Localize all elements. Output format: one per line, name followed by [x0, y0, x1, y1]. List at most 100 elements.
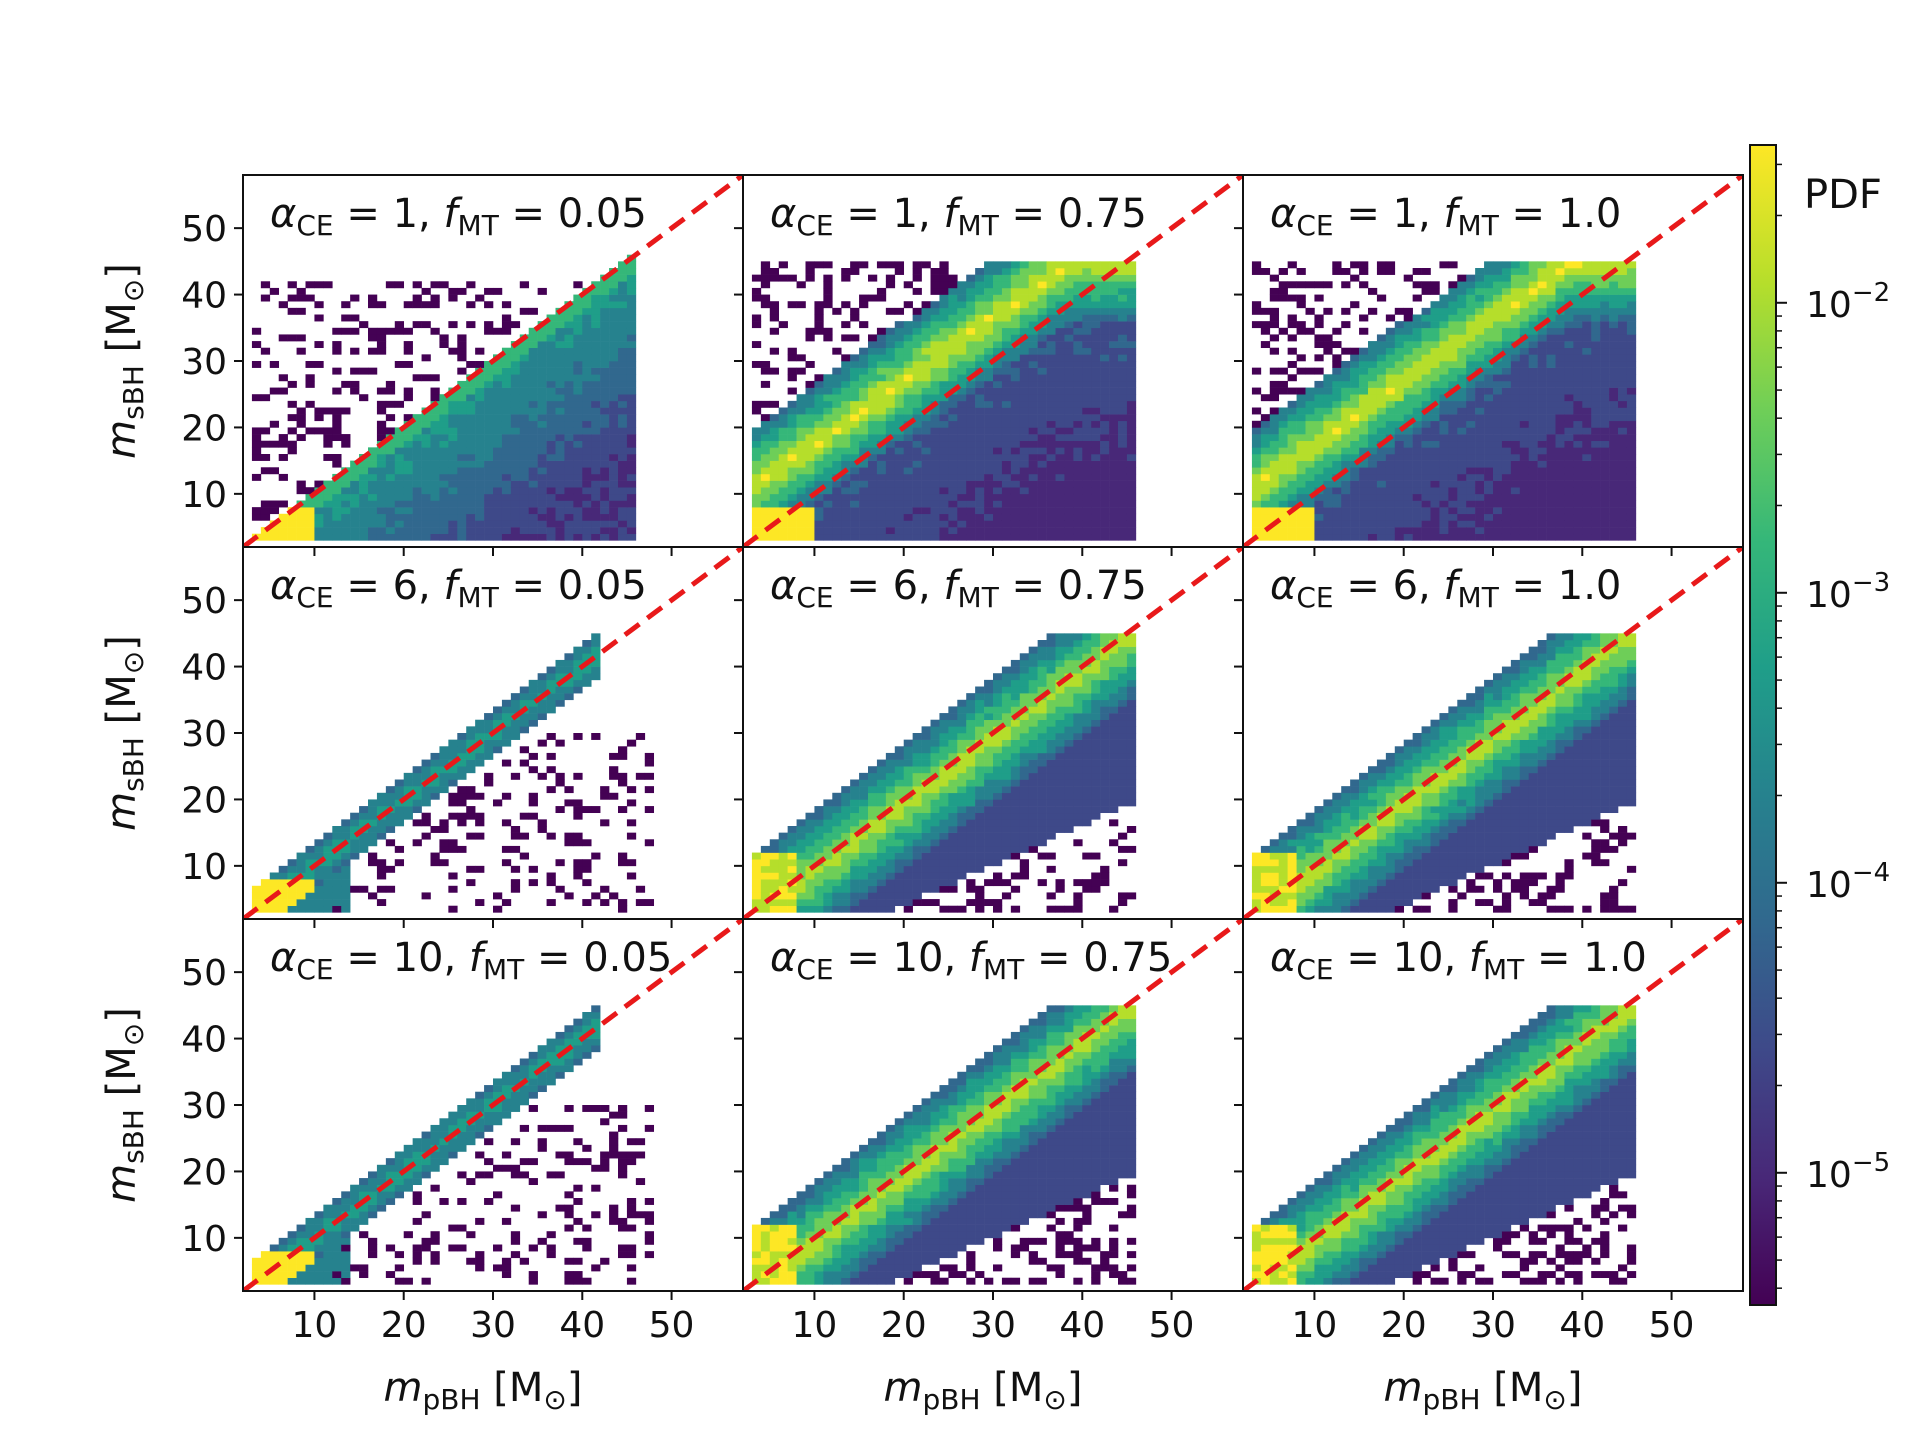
histogram-cell — [1100, 314, 1110, 322]
histogram-cell — [1430, 427, 1440, 435]
histogram-cell — [519, 832, 530, 840]
histogram-cell — [975, 473, 985, 481]
histogram-cell — [1609, 380, 1619, 388]
histogram-cell — [1118, 487, 1128, 495]
histogram-cell — [1555, 480, 1565, 488]
histogram-cell — [1269, 307, 1280, 315]
histogram-cell — [760, 261, 771, 269]
histogram-cell — [376, 400, 387, 408]
histogram-cell — [323, 440, 333, 448]
histogram-cell — [1591, 281, 1601, 289]
histogram-cell — [448, 779, 458, 787]
histogram-cell — [760, 440, 771, 448]
histogram-cell — [1600, 493, 1610, 501]
histogram-cell — [376, 899, 387, 907]
histogram-cell — [1439, 261, 1449, 269]
histogram-cell — [984, 487, 994, 495]
histogram-cell — [1394, 427, 1405, 435]
histogram-cell — [751, 859, 762, 867]
histogram-cell — [1064, 533, 1074, 541]
histogram-cell — [260, 347, 271, 355]
histogram-cell — [1510, 287, 1521, 295]
histogram-cell — [1573, 414, 1583, 422]
histogram-cell — [251, 899, 262, 907]
histogram-cell — [1341, 268, 1351, 275]
histogram-cell — [1537, 294, 1547, 302]
histogram-cell — [1618, 513, 1628, 521]
histogram-cell — [287, 414, 297, 422]
histogram-cell — [618, 507, 628, 515]
histogram-cell — [1359, 268, 1369, 275]
histogram-cell — [573, 527, 583, 535]
histogram-cell — [368, 294, 378, 302]
histogram-cell — [1091, 527, 1101, 535]
histogram-cell — [501, 899, 512, 907]
histogram-cell — [1439, 454, 1449, 461]
histogram-cell — [537, 287, 547, 295]
histogram-cell — [841, 380, 851, 388]
histogram-cell — [1582, 527, 1592, 535]
histogram-cell — [1591, 513, 1601, 521]
histogram-cell — [796, 879, 806, 887]
histogram-cell — [823, 885, 833, 893]
histogram-cell — [1421, 327, 1431, 335]
histogram-cell — [769, 500, 780, 508]
histogram-cell — [528, 473, 538, 481]
histogram-cell — [1109, 387, 1119, 395]
histogram-cell — [1466, 500, 1476, 508]
histogram-cell — [1287, 334, 1297, 342]
histogram-cell — [894, 520, 905, 528]
histogram-cell — [403, 454, 413, 461]
histogram-cell — [1430, 500, 1440, 508]
histogram-cell — [1430, 327, 1440, 335]
histogram-cell — [993, 341, 1003, 349]
histogram-cell — [618, 314, 628, 322]
histogram-cell — [805, 387, 815, 395]
histogram-cell — [1573, 354, 1583, 362]
histogram-cell — [1618, 347, 1628, 355]
histogram-cell — [984, 414, 994, 422]
histogram-cell — [376, 533, 387, 541]
histogram-cell — [475, 520, 485, 528]
histogram-cell — [1109, 307, 1119, 315]
histogram-cell — [332, 533, 342, 541]
histogram-cell — [493, 905, 503, 913]
histogram-cell — [1457, 334, 1467, 342]
histogram-cell — [1582, 367, 1592, 375]
histogram-cell — [912, 500, 922, 508]
histogram-cell — [1287, 500, 1297, 508]
histogram-cell — [1314, 294, 1324, 302]
histogram-cell — [573, 294, 583, 302]
histogram-cell — [1109, 367, 1119, 375]
histogram-cell — [573, 832, 583, 840]
histogram-cell — [966, 287, 976, 295]
histogram-cell — [1046, 513, 1056, 521]
histogram-cell — [591, 892, 601, 900]
histogram-cell — [1626, 321, 1637, 329]
histogram-cell — [573, 321, 583, 329]
histogram-cell — [359, 394, 369, 402]
histogram-cell — [501, 706, 512, 714]
histogram-cell — [1582, 274, 1592, 282]
histogram-cell — [1439, 374, 1449, 382]
histogram-cell — [957, 467, 967, 475]
histogram-cell — [939, 440, 949, 448]
histogram-cell — [260, 879, 271, 887]
histogram-cell — [600, 420, 610, 428]
histogram-cell — [1109, 440, 1119, 448]
histogram-cell — [1332, 434, 1342, 442]
histogram-cell — [1546, 527, 1556, 535]
histogram-cell — [814, 520, 824, 528]
histogram-cell — [823, 380, 833, 388]
histogram-cell — [1082, 513, 1092, 521]
histogram-cell — [1376, 354, 1387, 362]
histogram-cell — [430, 454, 440, 461]
histogram-cell — [430, 447, 440, 455]
histogram-cell — [448, 321, 458, 329]
histogram-cell — [457, 367, 467, 375]
histogram-cell — [1448, 467, 1458, 475]
histogram-cell — [1457, 500, 1467, 508]
histogram-cell — [1430, 460, 1440, 468]
histogram-cell — [493, 892, 503, 900]
histogram-cell — [1305, 400, 1315, 408]
